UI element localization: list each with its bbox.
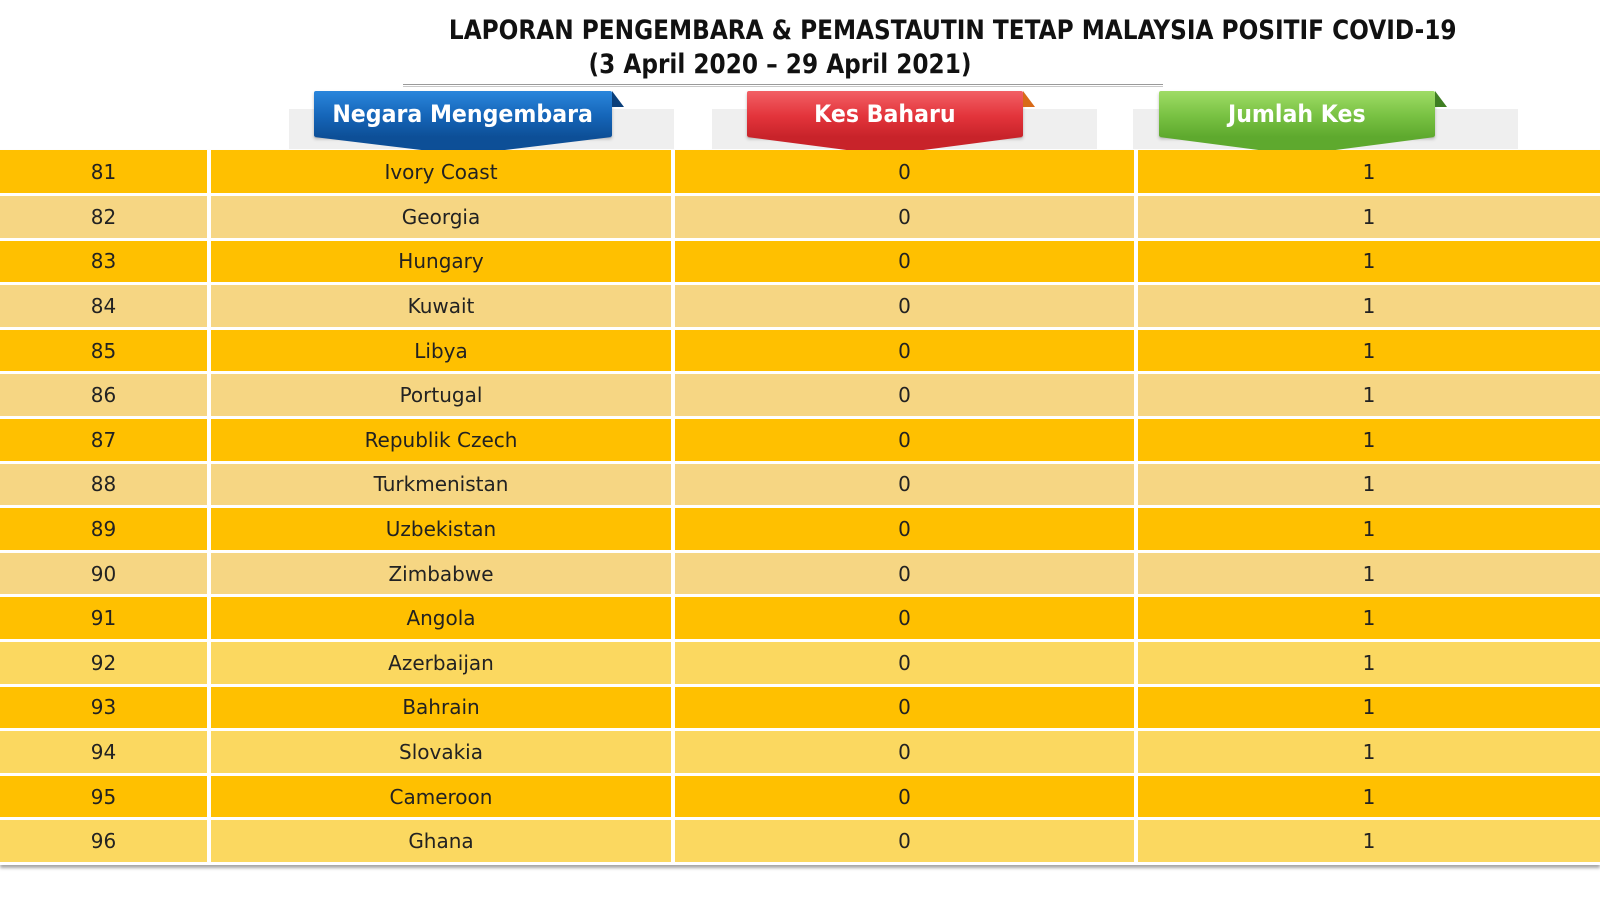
header-country-fold xyxy=(612,91,624,107)
new-cases-cell: 0 xyxy=(673,283,1138,330)
table-row: 93 Bahrain 0 1 xyxy=(0,685,1600,732)
country-cell: Republik Czech xyxy=(209,417,675,464)
report-title-line2: (3 April 2020 – 29 April 2021) xyxy=(588,49,972,80)
table-row: 94 Slovakia 0 1 xyxy=(0,729,1600,776)
row-number-cell: 91 xyxy=(0,595,211,643)
total-cases-cell: 1 xyxy=(1136,685,1600,732)
row-number-cell: 90 xyxy=(0,551,211,598)
table-row: 90 Zimbabwe 0 1 xyxy=(0,551,1600,598)
country-cell: Bahrain xyxy=(209,685,675,732)
table-row: 84 Kuwait 0 1 xyxy=(0,283,1600,330)
country-cell: Georgia xyxy=(209,194,675,241)
total-cases-cell: 1 xyxy=(1136,372,1600,420)
new-cases-cell: 0 xyxy=(673,506,1138,553)
new-cases-cell: 0 xyxy=(673,417,1138,464)
table-row: 86 Portugal 0 1 xyxy=(0,372,1600,420)
table-row: 88 Turkmenistan 0 1 xyxy=(0,462,1600,509)
total-cases-cell: 1 xyxy=(1136,150,1600,197)
country-cell: Ghana xyxy=(209,818,675,865)
header-total-cases: Jumlah Kes xyxy=(1159,91,1435,137)
total-cases-cell: 1 xyxy=(1136,417,1600,464)
new-cases-cell: 0 xyxy=(673,818,1138,865)
country-cell: Kuwait xyxy=(209,283,675,330)
table-row: 95 Cameroon 0 1 xyxy=(0,774,1600,821)
row-number-cell: 89 xyxy=(0,506,211,553)
table-row: 82 Georgia 0 1 xyxy=(0,194,1600,241)
new-cases-cell: 0 xyxy=(673,194,1138,241)
country-cell: Angola xyxy=(209,595,675,643)
country-cell: Zimbabwe xyxy=(209,551,675,598)
new-cases-cell: 0 xyxy=(673,640,1138,687)
country-cell: Cameroon xyxy=(209,774,675,821)
total-cases-cell: 1 xyxy=(1136,551,1600,598)
new-cases-cell: 0 xyxy=(673,595,1138,643)
header-new-cases-fold xyxy=(1023,91,1035,107)
new-cases-cell: 0 xyxy=(673,462,1138,509)
new-cases-cell: 0 xyxy=(673,774,1138,821)
row-number-cell: 81 xyxy=(0,150,211,197)
total-cases-cell: 1 xyxy=(1136,640,1600,687)
cases-table: 81 Ivory Coast 0 1 82 Georgia 0 1 83 Hungary 0 1 84 K… xyxy=(0,150,1600,865)
row-number-cell: 93 xyxy=(0,685,211,732)
row-number-cell: 86 xyxy=(0,372,211,420)
cases-table-wrapper: 81 Ivory Coast 0 1 82 Georgia 0 1 83 Hungary 0 1 84 K… xyxy=(0,150,1600,865)
new-cases-cell: 0 xyxy=(673,239,1138,286)
row-number-cell: 96 xyxy=(0,818,211,865)
new-cases-cell: 0 xyxy=(673,372,1138,420)
header-new-cases-label: Kes Baharu xyxy=(814,100,956,128)
header-total-cases-fold xyxy=(1435,91,1447,107)
country-cell: Ivory Coast xyxy=(209,150,675,197)
country-cell: Portugal xyxy=(209,372,675,420)
table-row: 87 Republik Czech 0 1 xyxy=(0,417,1600,464)
new-cases-cell: 0 xyxy=(673,685,1138,732)
row-number-cell: 83 xyxy=(0,239,211,286)
country-cell: Slovakia xyxy=(209,729,675,776)
total-cases-cell: 1 xyxy=(1136,818,1600,865)
row-number-cell: 87 xyxy=(0,417,211,464)
total-cases-cell: 1 xyxy=(1136,328,1600,375)
row-number-cell: 84 xyxy=(0,283,211,330)
table-row: 91 Angola 0 1 xyxy=(0,595,1600,643)
table-row: 83 Hungary 0 1 xyxy=(0,239,1600,286)
new-cases-cell: 0 xyxy=(673,729,1138,776)
total-cases-cell: 1 xyxy=(1136,506,1600,553)
country-cell: Azerbaijan xyxy=(209,640,675,687)
total-cases-cell: 1 xyxy=(1136,194,1600,241)
row-number-cell: 95 xyxy=(0,774,211,821)
row-number-cell: 85 xyxy=(0,328,211,375)
country-cell: Hungary xyxy=(209,239,675,286)
cases-table-body: 81 Ivory Coast 0 1 82 Georgia 0 1 83 Hungary 0 1 84 K… xyxy=(0,150,1600,865)
row-number-cell: 92 xyxy=(0,640,211,687)
country-cell: Libya xyxy=(209,328,675,375)
header-country-label: Negara Mengembara xyxy=(332,100,594,128)
table-row: 92 Azerbaijan 0 1 xyxy=(0,640,1600,687)
table-row: 96 Ghana 0 1 xyxy=(0,818,1600,865)
new-cases-cell: 0 xyxy=(673,551,1138,598)
total-cases-cell: 1 xyxy=(1136,462,1600,509)
table-row: 81 Ivory Coast 0 1 xyxy=(0,150,1600,197)
new-cases-cell: 0 xyxy=(673,150,1138,197)
title-divider xyxy=(403,84,1163,87)
total-cases-cell: 1 xyxy=(1136,595,1600,643)
table-row: 85 Libya 0 1 xyxy=(0,328,1600,375)
header-new-cases: Kes Baharu xyxy=(747,91,1023,137)
row-number-cell: 82 xyxy=(0,194,211,241)
total-cases-cell: 1 xyxy=(1136,729,1600,776)
new-cases-cell: 0 xyxy=(673,328,1138,375)
row-number-cell: 94 xyxy=(0,729,211,776)
total-cases-cell: 1 xyxy=(1136,283,1600,330)
table-row: 89 Uzbekistan 0 1 xyxy=(0,506,1600,553)
report-title: LAPORAN PENGEMBARA & PEMASTAUTIN TETAP M… xyxy=(448,14,1457,82)
total-cases-cell: 1 xyxy=(1136,774,1600,821)
header-total-cases-label: Jumlah Kes xyxy=(1228,100,1366,128)
header-country: Negara Mengembara xyxy=(314,91,612,137)
total-cases-cell: 1 xyxy=(1136,239,1600,286)
country-cell: Turkmenistan xyxy=(209,462,675,509)
row-number-cell: 88 xyxy=(0,462,211,509)
report-title-line1: LAPORAN PENGEMBARA & PEMASTAUTIN TETAP M… xyxy=(448,15,1457,46)
country-cell: Uzbekistan xyxy=(209,506,675,553)
